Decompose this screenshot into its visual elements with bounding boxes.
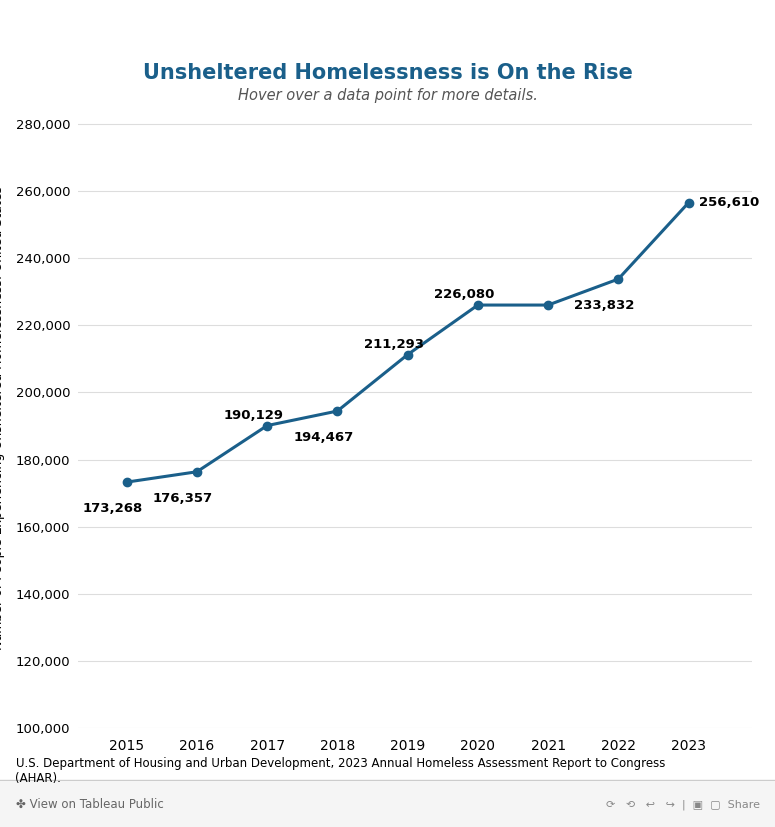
Text: 233,832: 233,832 xyxy=(574,299,635,313)
Text: 211,293: 211,293 xyxy=(363,338,424,351)
Text: U.S. Department of Housing and Urban Development, 2023 Annual Homeless Assessmen: U.S. Department of Housing and Urban Dev… xyxy=(16,757,665,785)
Text: 190,129: 190,129 xyxy=(223,409,283,422)
Text: ⟳   ⟲   ↩   ↪  |  ▣  ▢  Share: ⟳ ⟲ ↩ ↪ | ▣ ▢ Share xyxy=(605,799,760,810)
Text: 194,467: 194,467 xyxy=(293,432,353,444)
Text: Unsheltered Homelessness is On the Rise: Unsheltered Homelessness is On the Rise xyxy=(143,63,632,83)
Text: ✤ View on Tableau Public: ✤ View on Tableau Public xyxy=(16,798,164,810)
Text: 256,610: 256,610 xyxy=(699,196,760,209)
Text: Hover over a data point for more details.: Hover over a data point for more details… xyxy=(238,88,537,103)
Text: 226,080: 226,080 xyxy=(433,289,494,302)
Text: 176,357: 176,357 xyxy=(153,492,213,505)
Y-axis label: Number of People Experiencing Unsheltered Homelessness: United States: Number of People Experiencing Unsheltere… xyxy=(0,185,5,650)
Text: 173,268: 173,268 xyxy=(82,503,143,515)
